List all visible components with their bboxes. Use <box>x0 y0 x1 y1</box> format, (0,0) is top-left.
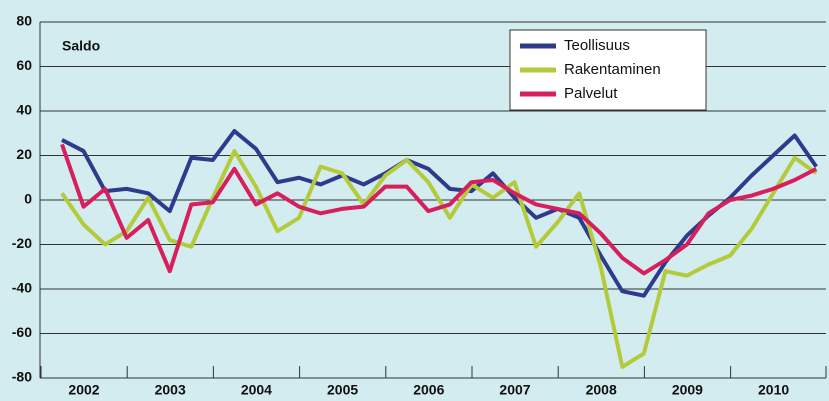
y-tick-label: -60 <box>12 324 32 340</box>
x-tick-label: 2005 <box>327 382 358 398</box>
y-tick-label: -80 <box>12 369 32 385</box>
x-tick-label: 2007 <box>499 382 530 398</box>
x-tick-label: 2008 <box>586 382 617 398</box>
y-tick-label: -20 <box>12 235 32 251</box>
y-tick-label: 60 <box>16 57 32 73</box>
series-line <box>60 149 818 369</box>
x-tick-label: 2009 <box>672 382 703 398</box>
legend-label: Teollisuus <box>564 37 630 54</box>
y-tick-label: 0 <box>24 191 32 207</box>
annotation: Saldo <box>62 38 100 54</box>
x-tick-label: 2004 <box>241 382 272 398</box>
y-tick-label: 40 <box>16 102 32 118</box>
legend-label: Palvelut <box>564 85 618 102</box>
x-tick-label: 2003 <box>155 382 186 398</box>
x-tick-label: 2002 <box>68 382 99 398</box>
y-tick-label: 20 <box>16 146 32 162</box>
x-tick-label: 2010 <box>758 382 789 398</box>
legend-label: Rakentaminen <box>564 61 661 78</box>
y-tick-label: -40 <box>12 280 32 296</box>
series-line <box>60 143 818 276</box>
series-line <box>61 129 818 298</box>
x-tick-label: 2006 <box>413 382 444 398</box>
y-tick-label: 80 <box>16 13 32 29</box>
